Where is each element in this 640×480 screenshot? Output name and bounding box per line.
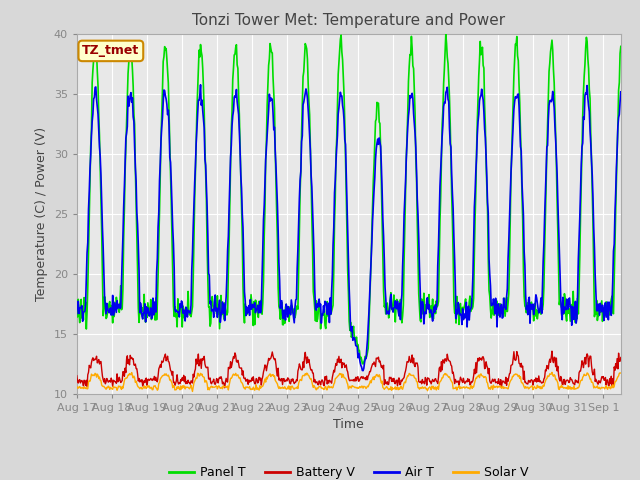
Title: Tonzi Tower Met: Temperature and Power: Tonzi Tower Met: Temperature and Power	[192, 13, 506, 28]
Y-axis label: Temperature (C) / Power (V): Temperature (C) / Power (V)	[35, 127, 48, 300]
X-axis label: Time: Time	[333, 418, 364, 431]
Text: TZ_tmet: TZ_tmet	[82, 44, 140, 58]
Legend: Panel T, Battery V, Air T, Solar V: Panel T, Battery V, Air T, Solar V	[164, 461, 533, 480]
